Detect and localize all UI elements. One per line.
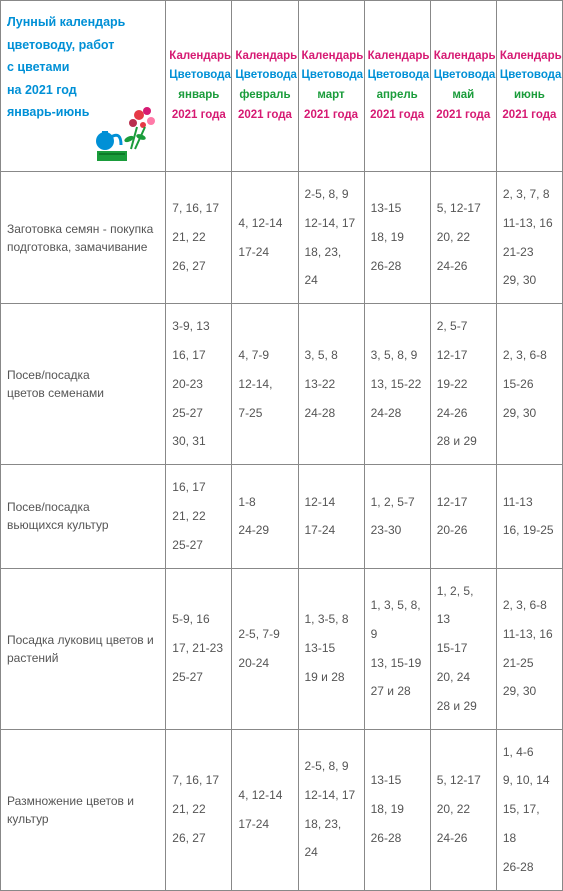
col-l2: Цветовода: [235, 66, 294, 86]
date-cell: 4, 12-1417-24: [232, 172, 298, 304]
date-cell: 1-824-29: [232, 465, 298, 568]
col-l1: Календарь: [235, 47, 294, 67]
col-header-2: Календарь Цветовода март 2021 года: [298, 1, 364, 172]
date-cell: 1, 3, 5, 8, 913, 15-19 27 и 28: [364, 568, 430, 729]
col-l2: Цветовода: [368, 66, 427, 86]
table-row: Посев/посадкавьющихся культур16, 1721, 2…: [1, 465, 563, 568]
col-l1: Календарь: [169, 47, 228, 67]
title-line-2: цветоводу, работ: [7, 38, 114, 52]
date-cell: 7, 16, 1721, 2226, 27: [166, 729, 232, 890]
date-cell: 1, 2, 5, 13 15-17 20, 24 28 и 29: [430, 568, 496, 729]
col-header-0: Календарь Цветовода январь 2021 года: [166, 1, 232, 172]
col-l4: 2021 года: [235, 106, 294, 126]
table-body: Заготовка семян - покупка подготовка, за…: [1, 172, 563, 891]
date-cell: 5, 12-1720, 2224-26: [430, 729, 496, 890]
date-cell: 3, 5, 813-2224-28: [298, 304, 364, 465]
col-l3: март: [302, 86, 361, 106]
date-cell: 5, 12-1720, 2224-26: [430, 172, 496, 304]
col-l3: февраль: [235, 86, 294, 106]
col-l4: 2021 года: [500, 106, 559, 126]
date-cell: 12-1417-24: [298, 465, 364, 568]
col-l1: Календарь: [500, 47, 559, 67]
title-line-4: на 2021 год: [7, 83, 77, 97]
date-cell: 2-5, 8, 912-14, 1718, 23, 24: [298, 729, 364, 890]
col-l4: 2021 года: [434, 106, 493, 126]
col-l2: Цветовода: [500, 66, 559, 86]
col-l2: Цветовода: [302, 66, 361, 86]
col-l3: январь: [169, 86, 228, 106]
date-cell: 1, 2, 5-723-30: [364, 465, 430, 568]
date-cell: 1, 4-69, 10, 1415, 17, 1826-28: [496, 729, 562, 890]
header-row: Лунный календарь цветоводу, работ с цвет…: [1, 1, 563, 172]
date-cell: 2, 3, 7, 811-13, 1621-2329, 30: [496, 172, 562, 304]
date-cell: 3, 5, 8, 913, 15-22 24-28: [364, 304, 430, 465]
date-cell: 2-5, 8, 912-14, 1718, 23, 24: [298, 172, 364, 304]
table-row: Заготовка семян - покупка подготовка, за…: [1, 172, 563, 304]
col-l3: апрель: [368, 86, 427, 106]
date-cell: 13-1518, 1926-28: [364, 172, 430, 304]
col-header-3: Календарь Цветовода апрель 2021 года: [364, 1, 430, 172]
date-cell: 11-1316, 19-25: [496, 465, 562, 568]
row-label: Заготовка семян - покупка подготовка, за…: [1, 172, 166, 304]
date-cell: 2, 5-712-17 19-22 24-26 28 и 29: [430, 304, 496, 465]
table-row: Размножение цветов и культур7, 16, 1721,…: [1, 729, 563, 890]
date-cell: 3-9, 1316, 1720-23 25-27 30, 31: [166, 304, 232, 465]
row-label: Посев/посадкацветов семенами: [1, 304, 166, 465]
col-l3: май: [434, 86, 493, 106]
date-cell: 5-9, 1617, 21-23 25-27: [166, 568, 232, 729]
date-cell: 7, 16, 1721, 2226, 27: [166, 172, 232, 304]
title-line-3: с цветами: [7, 60, 69, 74]
title-line-5: январь-июнь: [7, 105, 89, 119]
calendar-table: Лунный календарь цветоводу, работ с цвет…: [0, 0, 563, 891]
flowers-icon: [91, 101, 161, 165]
col-l1: Календарь: [434, 47, 493, 67]
date-cell: 12-1720-26: [430, 465, 496, 568]
col-l4: 2021 года: [169, 106, 228, 126]
date-cell: 2, 3, 6-8 15-26 29, 30: [496, 304, 562, 465]
table-row: Посев/посадкацветов семенами3-9, 1316, 1…: [1, 304, 563, 465]
col-l4: 2021 года: [368, 106, 427, 126]
col-header-5: Календарь Цветовода июнь 2021 года: [496, 1, 562, 172]
col-l4: 2021 года: [302, 106, 361, 126]
date-cell: 2, 3, 6-811-13, 16 21-25 29, 30: [496, 568, 562, 729]
title-line-1: Лунный календарь: [7, 15, 125, 29]
date-cell: 4, 12-1417-24: [232, 729, 298, 890]
table-row: Посадка луковиц цветов и растений5-9, 16…: [1, 568, 563, 729]
date-cell: 13-1518, 1926-28: [364, 729, 430, 890]
col-header-4: Календарь Цветовода май 2021 года: [430, 1, 496, 172]
col-l2: Цветовода: [169, 66, 228, 86]
header-title-cell: Лунный календарь цветоводу, работ с цвет…: [1, 1, 166, 172]
row-label: Посев/посадкавьющихся культур: [1, 465, 166, 568]
row-label: Посадка луковиц цветов и растений: [1, 568, 166, 729]
date-cell: 2-5, 7-920-24: [232, 568, 298, 729]
col-l2: Цветовода: [434, 66, 493, 86]
date-cell: 1, 3-5, 8 13-15 19 и 28: [298, 568, 364, 729]
date-cell: 16, 1721, 2225-27: [166, 465, 232, 568]
col-l3: июнь: [500, 86, 559, 106]
col-l1: Календарь: [302, 47, 361, 67]
date-cell: 4, 7-912-14,7-25: [232, 304, 298, 465]
col-l1: Календарь: [368, 47, 427, 67]
row-label: Размножение цветов и культур: [1, 729, 166, 890]
col-header-1: Календарь Цветовода февраль 2021 года: [232, 1, 298, 172]
